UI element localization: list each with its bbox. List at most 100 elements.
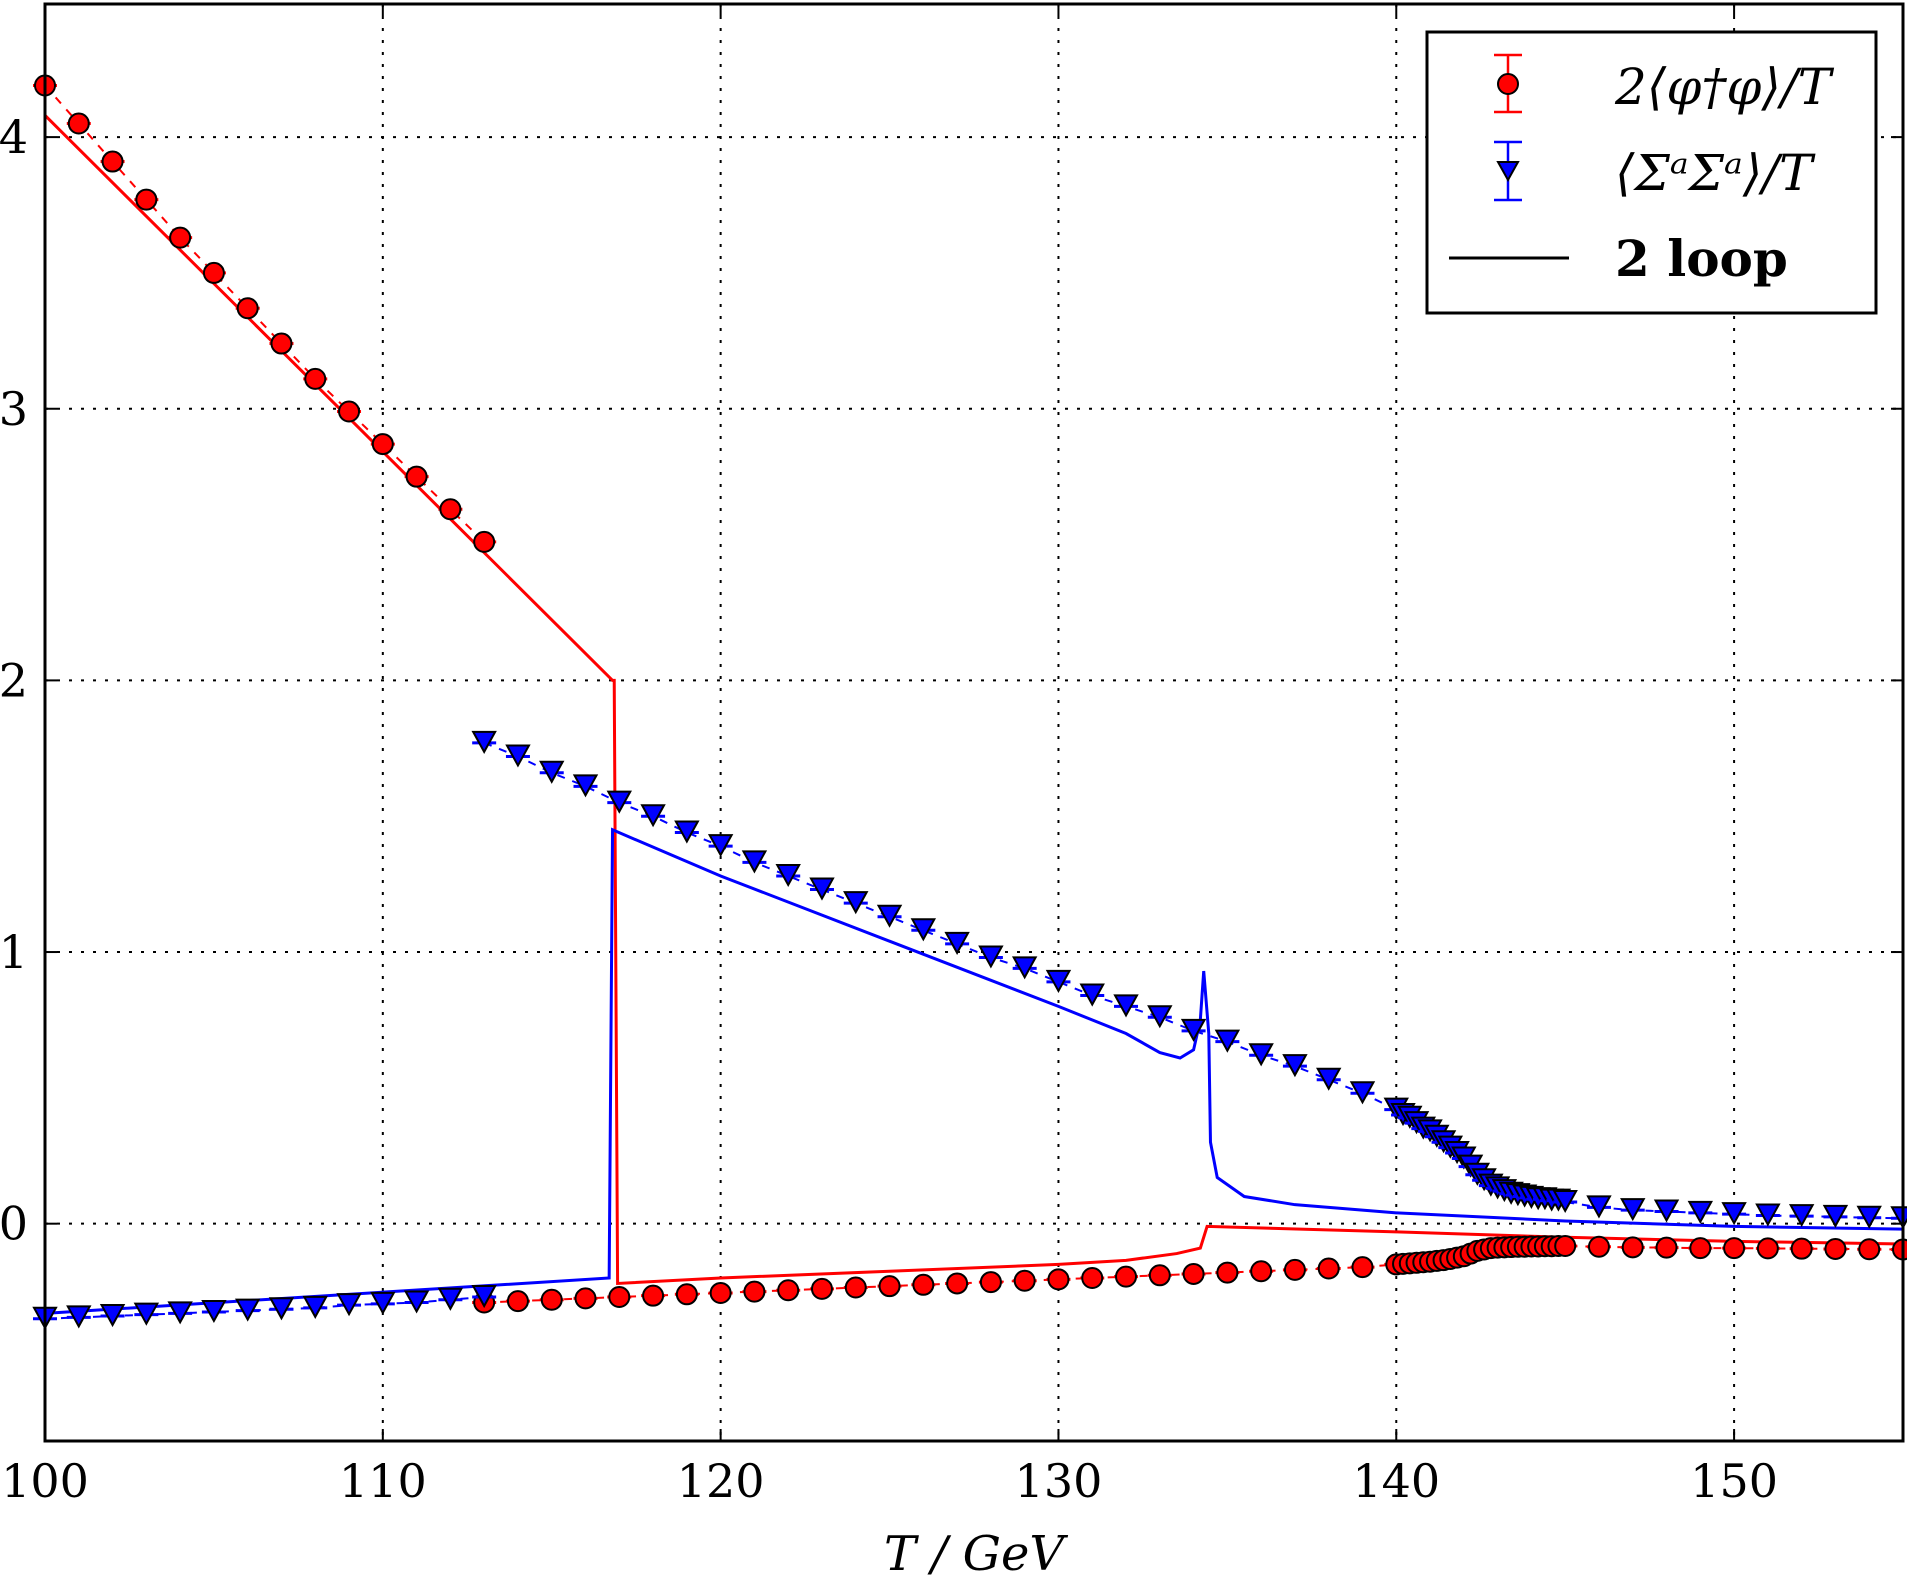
data-point-triangle xyxy=(268,1297,295,1321)
data-point-triangle xyxy=(1113,994,1139,1018)
data-point-triangle xyxy=(809,877,835,901)
legend-label-sigma: ⟨ΣᵃΣᵃ⟩/T xyxy=(1615,144,1816,202)
data-point-triangle xyxy=(133,1302,160,1326)
data-point-circle xyxy=(371,433,394,456)
data-point-circle xyxy=(1317,1257,1340,1280)
data-point-triangle xyxy=(234,1298,261,1322)
data-point-triangle xyxy=(1214,1029,1241,1053)
data-point-circle xyxy=(67,112,90,135)
legend-label-two-loop: 2 loop xyxy=(1615,229,1788,288)
data-point-triangle xyxy=(1721,1202,1747,1226)
y-tick-label: 3 xyxy=(0,382,28,436)
data-point-circle xyxy=(878,1275,901,1298)
data-point-circle xyxy=(1081,1267,1104,1290)
data-point-circle xyxy=(642,1284,665,1307)
data-point-circle xyxy=(574,1287,597,1310)
y-tick-label: 1 xyxy=(0,925,28,979)
data-point-circle xyxy=(506,1290,529,1313)
data-point-triangle xyxy=(403,1290,430,1314)
data-point-circle xyxy=(540,1288,563,1311)
data-point-circle xyxy=(1655,1236,1678,1259)
data-point-triangle xyxy=(437,1287,464,1311)
x-tick-label: 130 xyxy=(1015,1454,1103,1508)
data-point-circle xyxy=(777,1279,800,1302)
legend: 2⟨φ†φ⟩/T ⟨ΣᵃΣᵃ⟩/T 2 loop xyxy=(1425,30,1878,315)
data-point-circle xyxy=(1250,1260,1273,1283)
data-point-triangle xyxy=(1788,1204,1815,1228)
data-point-circle xyxy=(709,1281,732,1304)
data-point-triangle xyxy=(843,891,869,915)
data-point-circle xyxy=(1013,1269,1036,1292)
data-point-circle xyxy=(1587,1235,1610,1258)
data-point-triangle xyxy=(640,804,666,828)
data-point-circle xyxy=(1790,1237,1813,1260)
y-tick-label: 2 xyxy=(0,653,28,707)
data-point-triangle xyxy=(978,945,1004,969)
data-point-triangle xyxy=(1045,969,1072,993)
data-point-triangle xyxy=(1856,1205,1882,1229)
data-point-circle xyxy=(1824,1237,1847,1260)
data-point-circle xyxy=(608,1286,631,1309)
data-point-triangle xyxy=(1687,1200,1714,1224)
x-tick-label: 150 xyxy=(1690,1454,1778,1508)
data-point-circle xyxy=(1892,1238,1907,1261)
data-point-triangle xyxy=(1316,1067,1342,1091)
data-point-circle xyxy=(912,1273,935,1296)
data-point-circle xyxy=(675,1283,698,1306)
data-point-triangle xyxy=(572,774,599,798)
data-point-triangle xyxy=(66,1305,92,1329)
data-point-triangle xyxy=(471,730,497,754)
data-point-triangle xyxy=(167,1301,193,1325)
data-point-circle xyxy=(1148,1264,1171,1287)
data-point-triangle xyxy=(99,1304,126,1328)
data-point-circle xyxy=(1689,1237,1712,1260)
legend-marker-phi xyxy=(1494,53,1522,114)
data-point-circle xyxy=(135,188,158,211)
data-point-triangle xyxy=(1011,956,1038,980)
data-point-circle xyxy=(810,1277,833,1300)
data-point-circle xyxy=(338,400,361,423)
data-point-circle xyxy=(101,150,124,173)
x-axis-label: T / GeV xyxy=(884,1526,1068,1579)
data-point-triangle xyxy=(370,1291,396,1315)
data-point-circle xyxy=(236,297,259,320)
data-point-circle xyxy=(743,1280,766,1303)
ticks: 100 110 120 130 140 150 0 1 2 3 4 xyxy=(0,4,1903,1508)
data-point-triangle xyxy=(1180,1018,1207,1042)
data-point-circle xyxy=(169,226,192,249)
data-point-circle xyxy=(1351,1256,1374,1279)
x-tick-label: 120 xyxy=(677,1454,765,1508)
x-tick-label: 100 xyxy=(1,1454,89,1508)
data-point-circle xyxy=(946,1272,969,1295)
data-point-triangle xyxy=(1653,1199,1680,1223)
data-point-triangle xyxy=(1586,1195,1612,1219)
data-point-triangle xyxy=(1620,1198,1646,1222)
data-point-circle xyxy=(844,1276,867,1299)
data-point-triangle xyxy=(674,820,700,844)
data-point-circle xyxy=(473,530,496,553)
data-point-circle xyxy=(979,1271,1002,1294)
data-point-triangle xyxy=(741,850,768,874)
data-point-triangle xyxy=(539,760,565,784)
series-connector xyxy=(483,741,1904,1220)
data-point-triangle xyxy=(707,834,734,858)
data-point-triangle xyxy=(1822,1204,1849,1228)
data-point-circle xyxy=(1216,1261,1239,1284)
data-point-triangle xyxy=(606,790,632,814)
data-point-circle xyxy=(1115,1265,1138,1288)
data-point-triangle xyxy=(1282,1054,1308,1078)
data-point-triangle xyxy=(302,1295,328,1319)
data-point-triangle xyxy=(876,904,903,928)
data-point-circle xyxy=(1756,1237,1779,1260)
data-markers xyxy=(32,74,1907,1330)
data-point-triangle xyxy=(1755,1203,1781,1227)
data-point-circle xyxy=(1554,1234,1577,1257)
data-point-triangle xyxy=(910,918,937,942)
legend-label-phi: 2⟨φ†φ⟩/T xyxy=(1614,58,1835,116)
data-point-circle xyxy=(439,498,462,521)
x-tick-label: 140 xyxy=(1352,1454,1440,1508)
data-point-circle xyxy=(1283,1258,1306,1281)
data-point-triangle xyxy=(471,1285,497,1309)
data-point-circle xyxy=(304,367,327,390)
plot-frame xyxy=(43,2,1905,1443)
